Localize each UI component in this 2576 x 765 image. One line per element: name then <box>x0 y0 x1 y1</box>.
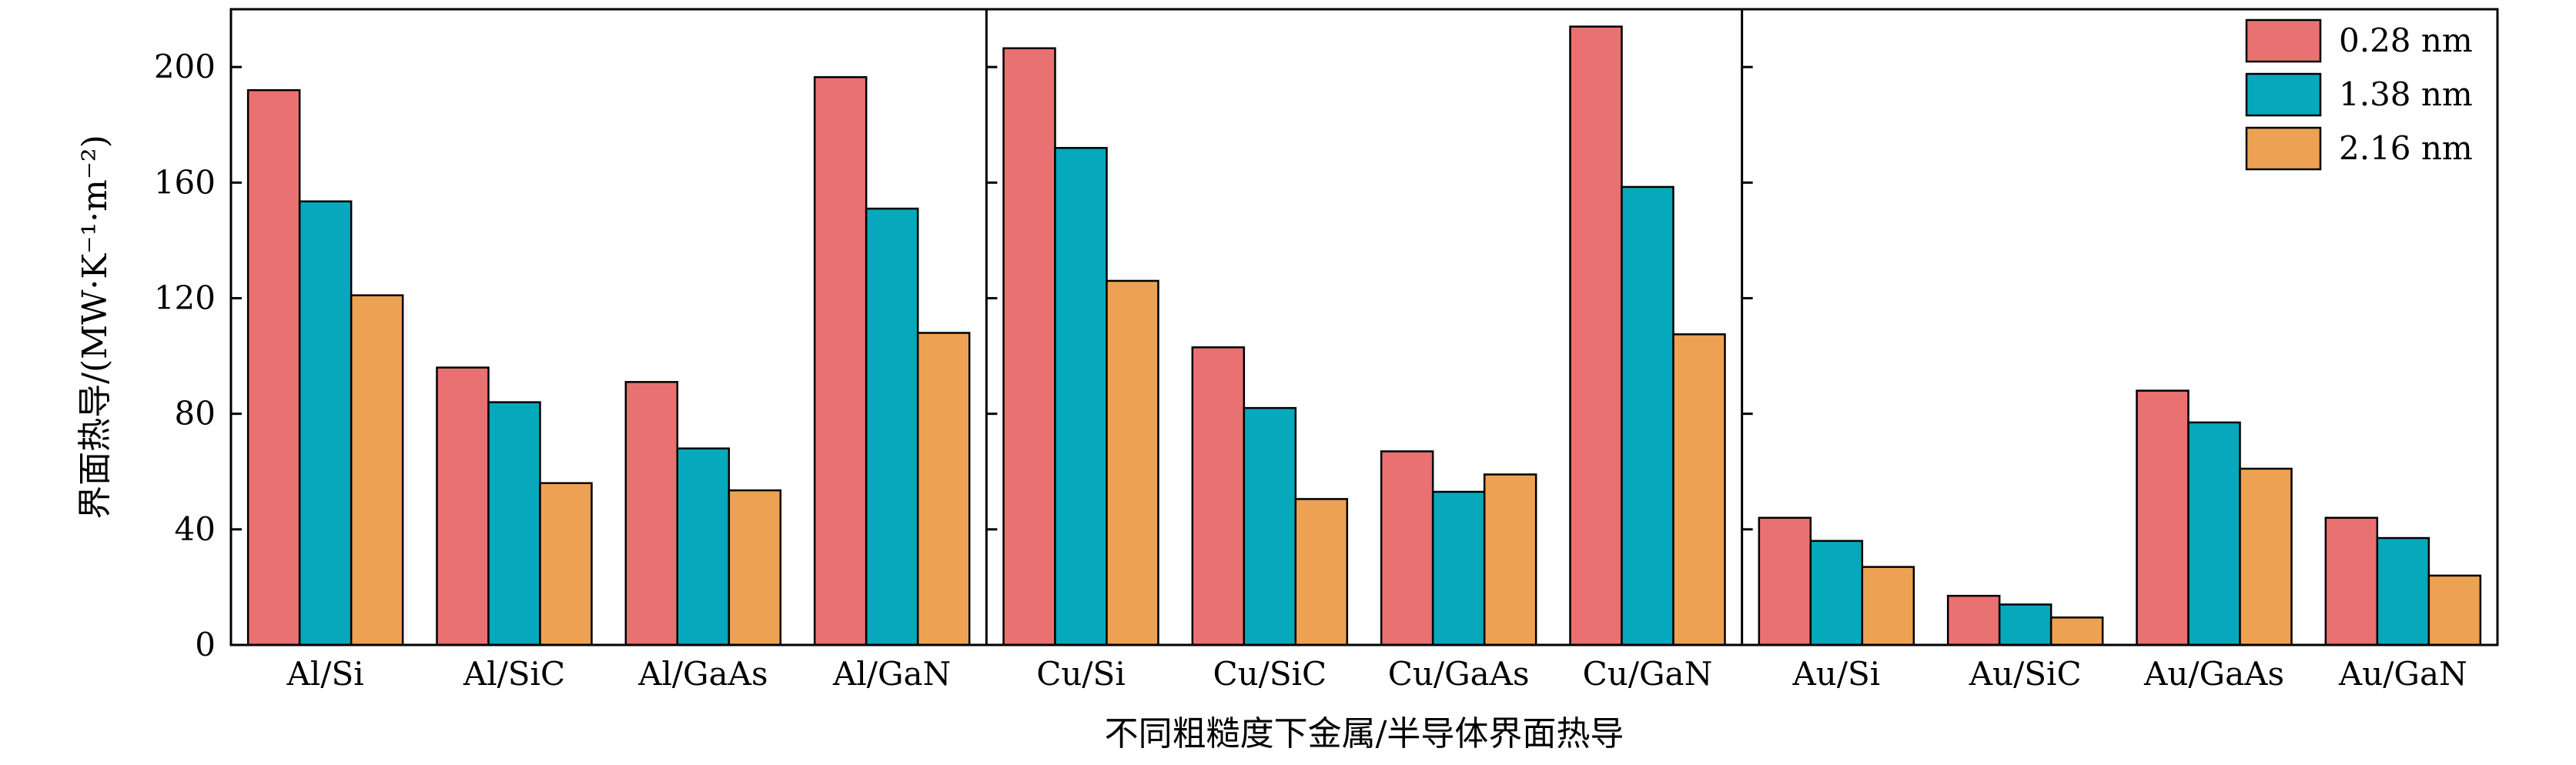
group-dividers <box>985 9 1744 645</box>
bar-al-gaas-series-1 <box>624 381 679 646</box>
x-tick-label: Cu/SiC <box>1213 655 1326 693</box>
x-tick-label: Al/GaAs <box>637 655 768 693</box>
bar-al-sic-series-3 <box>539 482 593 646</box>
x-tick-label: Al/GaN <box>832 655 951 693</box>
y-tick-label: 120 <box>154 279 216 316</box>
legend-label: 2.16 nm <box>2339 129 2473 167</box>
bar-al-sic-series-1 <box>436 366 490 646</box>
bar-au-si-series-3 <box>1861 566 1915 646</box>
bar-cu-gan-series-2 <box>1621 185 1674 646</box>
bar-cu-si-series-3 <box>1106 279 1159 646</box>
bar-al-si-series-2 <box>298 200 353 646</box>
bar-al-si-series-3 <box>350 294 404 646</box>
y-tick-label: 200 <box>154 48 216 85</box>
bar-au-gaas-series-3 <box>2239 467 2293 646</box>
bars-layer <box>246 25 2482 646</box>
bar-cu-sic-series-3 <box>1294 498 1349 646</box>
bar-al-gaas-series-2 <box>676 447 731 646</box>
x-axis-title: 不同粗糙度下金属/半导体界面热导 <box>1105 714 1624 753</box>
y-tick-label: 0 <box>195 626 216 663</box>
legend-label: 0.28 nm <box>2339 22 2473 59</box>
bar-au-gaas-series-1 <box>2136 389 2190 646</box>
bar-cu-gaas-series-3 <box>1483 473 1537 646</box>
y-tick-label: 80 <box>175 395 216 433</box>
bar-au-sic-series-2 <box>1998 603 2052 646</box>
x-tick-label: Cu/GaN <box>1583 655 1713 693</box>
y-tick-label: 40 <box>175 510 216 548</box>
bar-au-gan-series-3 <box>2427 574 2482 646</box>
x-tick-label: Al/SiC <box>463 655 565 693</box>
bar-au-si-series-2 <box>1809 540 1864 646</box>
legend-swatch <box>2245 18 2322 63</box>
bar-cu-sic-series-2 <box>1243 406 1297 646</box>
bar-al-sic-series-2 <box>487 401 541 646</box>
bar-cu-gan-series-1 <box>1569 25 1623 646</box>
bar-al-gan-series-3 <box>916 332 971 646</box>
bar-au-sic-series-1 <box>1946 594 2001 646</box>
legend-label: 1.38 nm <box>2339 75 2473 113</box>
bar-cu-si-series-1 <box>1002 47 1056 646</box>
bar-al-gaas-series-3 <box>728 489 782 646</box>
plot-frame <box>229 8 2499 646</box>
x-tick-label: Au/SiC <box>1969 655 2082 693</box>
bar-au-gan-series-2 <box>2376 536 2430 646</box>
bar-cu-gan-series-3 <box>1672 333 1726 646</box>
bar-au-gan-series-1 <box>2324 516 2379 646</box>
y-tick-label: 160 <box>154 163 216 201</box>
y-axis-ticks: 0 40 80 120 160 200 <box>154 48 1753 663</box>
x-tick-label: Au/Si <box>1791 655 1880 693</box>
bar-au-gaas-series-2 <box>2187 421 2241 646</box>
x-tick-label: Au/GaN <box>2338 655 2467 693</box>
bar-au-si-series-1 <box>1758 516 1812 646</box>
x-tick-label: Cu/Si <box>1036 655 1126 693</box>
x-tick-label: Cu/GaAs <box>1388 655 1530 693</box>
bar-cu-si-series-2 <box>1054 146 1108 646</box>
bar-cu-sic-series-1 <box>1191 346 1246 646</box>
bar-cu-gaas-series-2 <box>1431 490 1486 646</box>
legend-swatch <box>2245 126 2322 171</box>
bar-cu-gaas-series-1 <box>1380 450 1434 646</box>
legend: 0.28 nm 1.38 nm 2.16 nm <box>2245 18 2473 171</box>
bar-al-gan-series-1 <box>813 75 868 646</box>
x-tick-label: Al/Si <box>286 655 364 693</box>
x-tick-label: Au/GaAs <box>2143 655 2284 693</box>
bar-al-gan-series-2 <box>865 207 919 646</box>
x-axis-tick-labels: Al/Si Al/SiC Al/GaAs Al/GaN Cu/Si Cu/SiC Cu/Ga… <box>286 655 2467 693</box>
legend-swatch <box>2245 72 2322 117</box>
bar-au-sic-series-3 <box>2049 616 2104 646</box>
y-axis-title: 界面热导/(MW·K⁻¹·m⁻²) <box>75 135 115 519</box>
bar-al-si-series-1 <box>246 89 301 646</box>
